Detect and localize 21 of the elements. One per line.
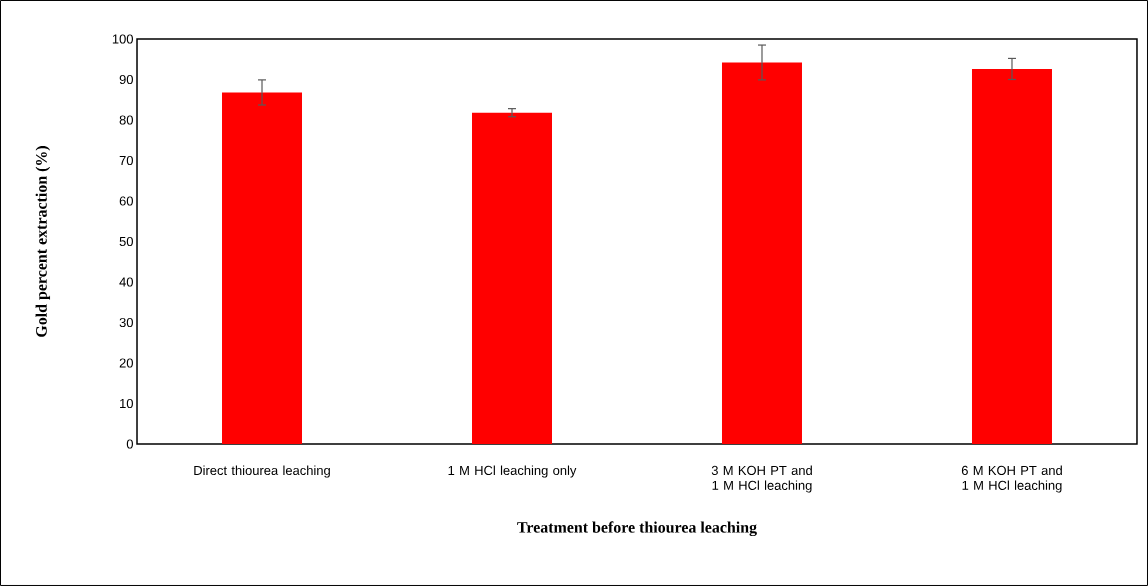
x-tick-label: 3 M KOH PT and 1 M HCl leaching (711, 465, 812, 493)
y-tick-label: 60 (119, 196, 133, 206)
x-tick-label: 6 M KOH PT and 1 M HCl leaching (961, 465, 1062, 493)
y-tick-label: 20 (119, 358, 133, 368)
y-tick-label: 90 (119, 74, 133, 85)
bar (971, 68, 1052, 444)
y-tick-label: 50 (119, 236, 133, 247)
y-axis-title: Gold percent extraction (%) (35, 146, 51, 337)
y-tick-label: 30 (119, 317, 133, 328)
x-tick-label: Direct thiourea leaching (194, 465, 330, 478)
bar (472, 112, 552, 444)
bar (222, 92, 303, 444)
y-tick-label: 10 (120, 398, 133, 409)
bar (722, 62, 802, 444)
y-tick-label: 70 (119, 155, 133, 166)
y-tick-label: 40 (119, 277, 133, 287)
y-tick-label: 80 (119, 115, 133, 125)
y-tick-label: 100 (112, 34, 133, 44)
y-tick-label: 0 (126, 439, 133, 449)
x-axis-title: Treatment before thiourea leaching (517, 521, 757, 537)
x-tick-label: 1 M HCl leaching only (448, 465, 577, 478)
